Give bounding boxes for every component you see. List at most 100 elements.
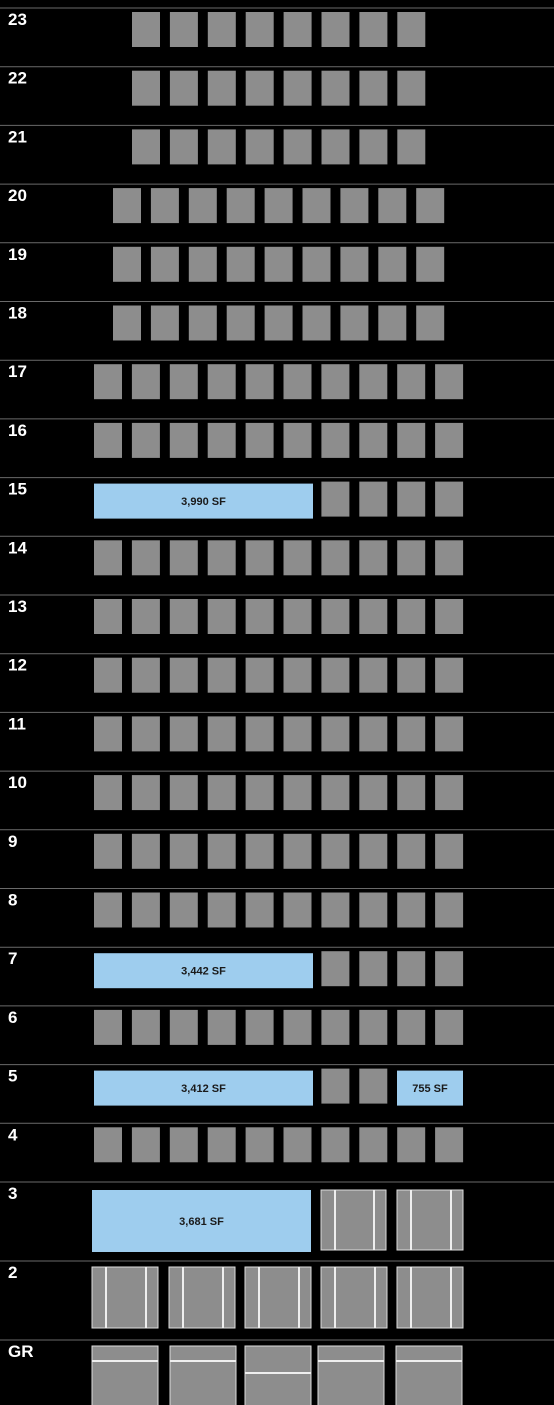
unit <box>150 305 179 341</box>
unit <box>207 422 236 458</box>
unit <box>207 833 236 869</box>
unit <box>244 1345 312 1405</box>
unit <box>435 775 464 811</box>
unit <box>359 775 388 811</box>
unit <box>207 70 236 106</box>
unit <box>302 188 331 224</box>
unit <box>397 540 426 576</box>
unit <box>226 246 255 282</box>
unit <box>397 12 426 47</box>
unit <box>321 716 350 752</box>
unit <box>283 12 312 47</box>
unit <box>320 1266 388 1329</box>
floor-label: 12 <box>8 656 27 675</box>
unit <box>416 305 445 341</box>
unit <box>207 775 236 811</box>
unit <box>378 246 407 282</box>
unit <box>340 246 369 282</box>
unit <box>283 540 312 576</box>
space-label: 3,990 SF <box>181 496 226 508</box>
unit <box>359 481 388 517</box>
unit <box>94 1127 122 1163</box>
unit <box>283 364 312 400</box>
unit <box>244 1266 312 1329</box>
floor-label: 8 <box>8 891 17 910</box>
unit <box>359 70 388 106</box>
unit <box>113 188 141 224</box>
unit <box>321 892 350 928</box>
unit <box>245 833 274 869</box>
unit <box>169 892 198 928</box>
unit <box>321 422 350 458</box>
unit <box>131 364 160 400</box>
unit <box>359 892 388 928</box>
unit <box>94 657 122 693</box>
unit <box>321 1009 350 1045</box>
unit <box>302 305 331 341</box>
unit <box>169 540 198 576</box>
unit <box>321 1068 350 1104</box>
unit <box>94 716 122 752</box>
unit <box>245 599 274 634</box>
unit <box>207 657 236 693</box>
space-label: 3,412 SF <box>181 1083 226 1095</box>
unit <box>94 599 122 634</box>
floor-label: 18 <box>8 304 27 323</box>
unit <box>321 129 350 165</box>
unit <box>188 305 217 341</box>
unit <box>94 422 122 458</box>
unit <box>113 246 141 282</box>
unit <box>264 188 293 224</box>
unit <box>131 599 160 634</box>
unit <box>378 305 407 341</box>
unit <box>340 305 369 341</box>
floor-label: 14 <box>8 538 27 557</box>
unit <box>359 12 388 47</box>
unit <box>395 1345 463 1405</box>
unit <box>169 129 198 165</box>
unit <box>359 540 388 576</box>
unit <box>245 892 274 928</box>
unit <box>435 540 464 576</box>
unit <box>113 305 141 341</box>
unit <box>94 540 122 576</box>
unit <box>359 599 388 634</box>
space-label: 755 SF <box>412 1083 448 1095</box>
unit <box>397 716 426 752</box>
unit <box>226 305 255 341</box>
unit <box>435 422 464 458</box>
unit <box>207 892 236 928</box>
unit <box>94 892 122 928</box>
floor-label: 6 <box>8 1008 17 1027</box>
unit <box>169 599 198 634</box>
unit <box>169 364 198 400</box>
floor-label: 9 <box>8 832 17 851</box>
unit <box>397 129 426 165</box>
unit <box>91 1345 159 1405</box>
unit <box>94 775 122 811</box>
unit <box>321 70 350 106</box>
unit <box>245 70 274 106</box>
unit <box>283 833 312 869</box>
unit <box>207 1127 236 1163</box>
floor-label: GR <box>8 1342 34 1361</box>
available-space <box>94 483 313 519</box>
unit <box>435 1127 464 1163</box>
unit <box>169 716 198 752</box>
floor-label: 3 <box>8 1184 17 1203</box>
unit <box>131 422 160 458</box>
unit <box>435 716 464 752</box>
unit <box>321 599 350 634</box>
floor-label: 21 <box>8 127 27 146</box>
unit <box>226 188 255 224</box>
unit <box>359 833 388 869</box>
floor-label: 7 <box>8 949 17 968</box>
unit <box>207 540 236 576</box>
unit <box>264 246 293 282</box>
floor-label: 19 <box>8 245 27 264</box>
unit <box>169 422 198 458</box>
unit <box>283 657 312 693</box>
unit <box>264 305 293 341</box>
unit <box>340 188 369 224</box>
